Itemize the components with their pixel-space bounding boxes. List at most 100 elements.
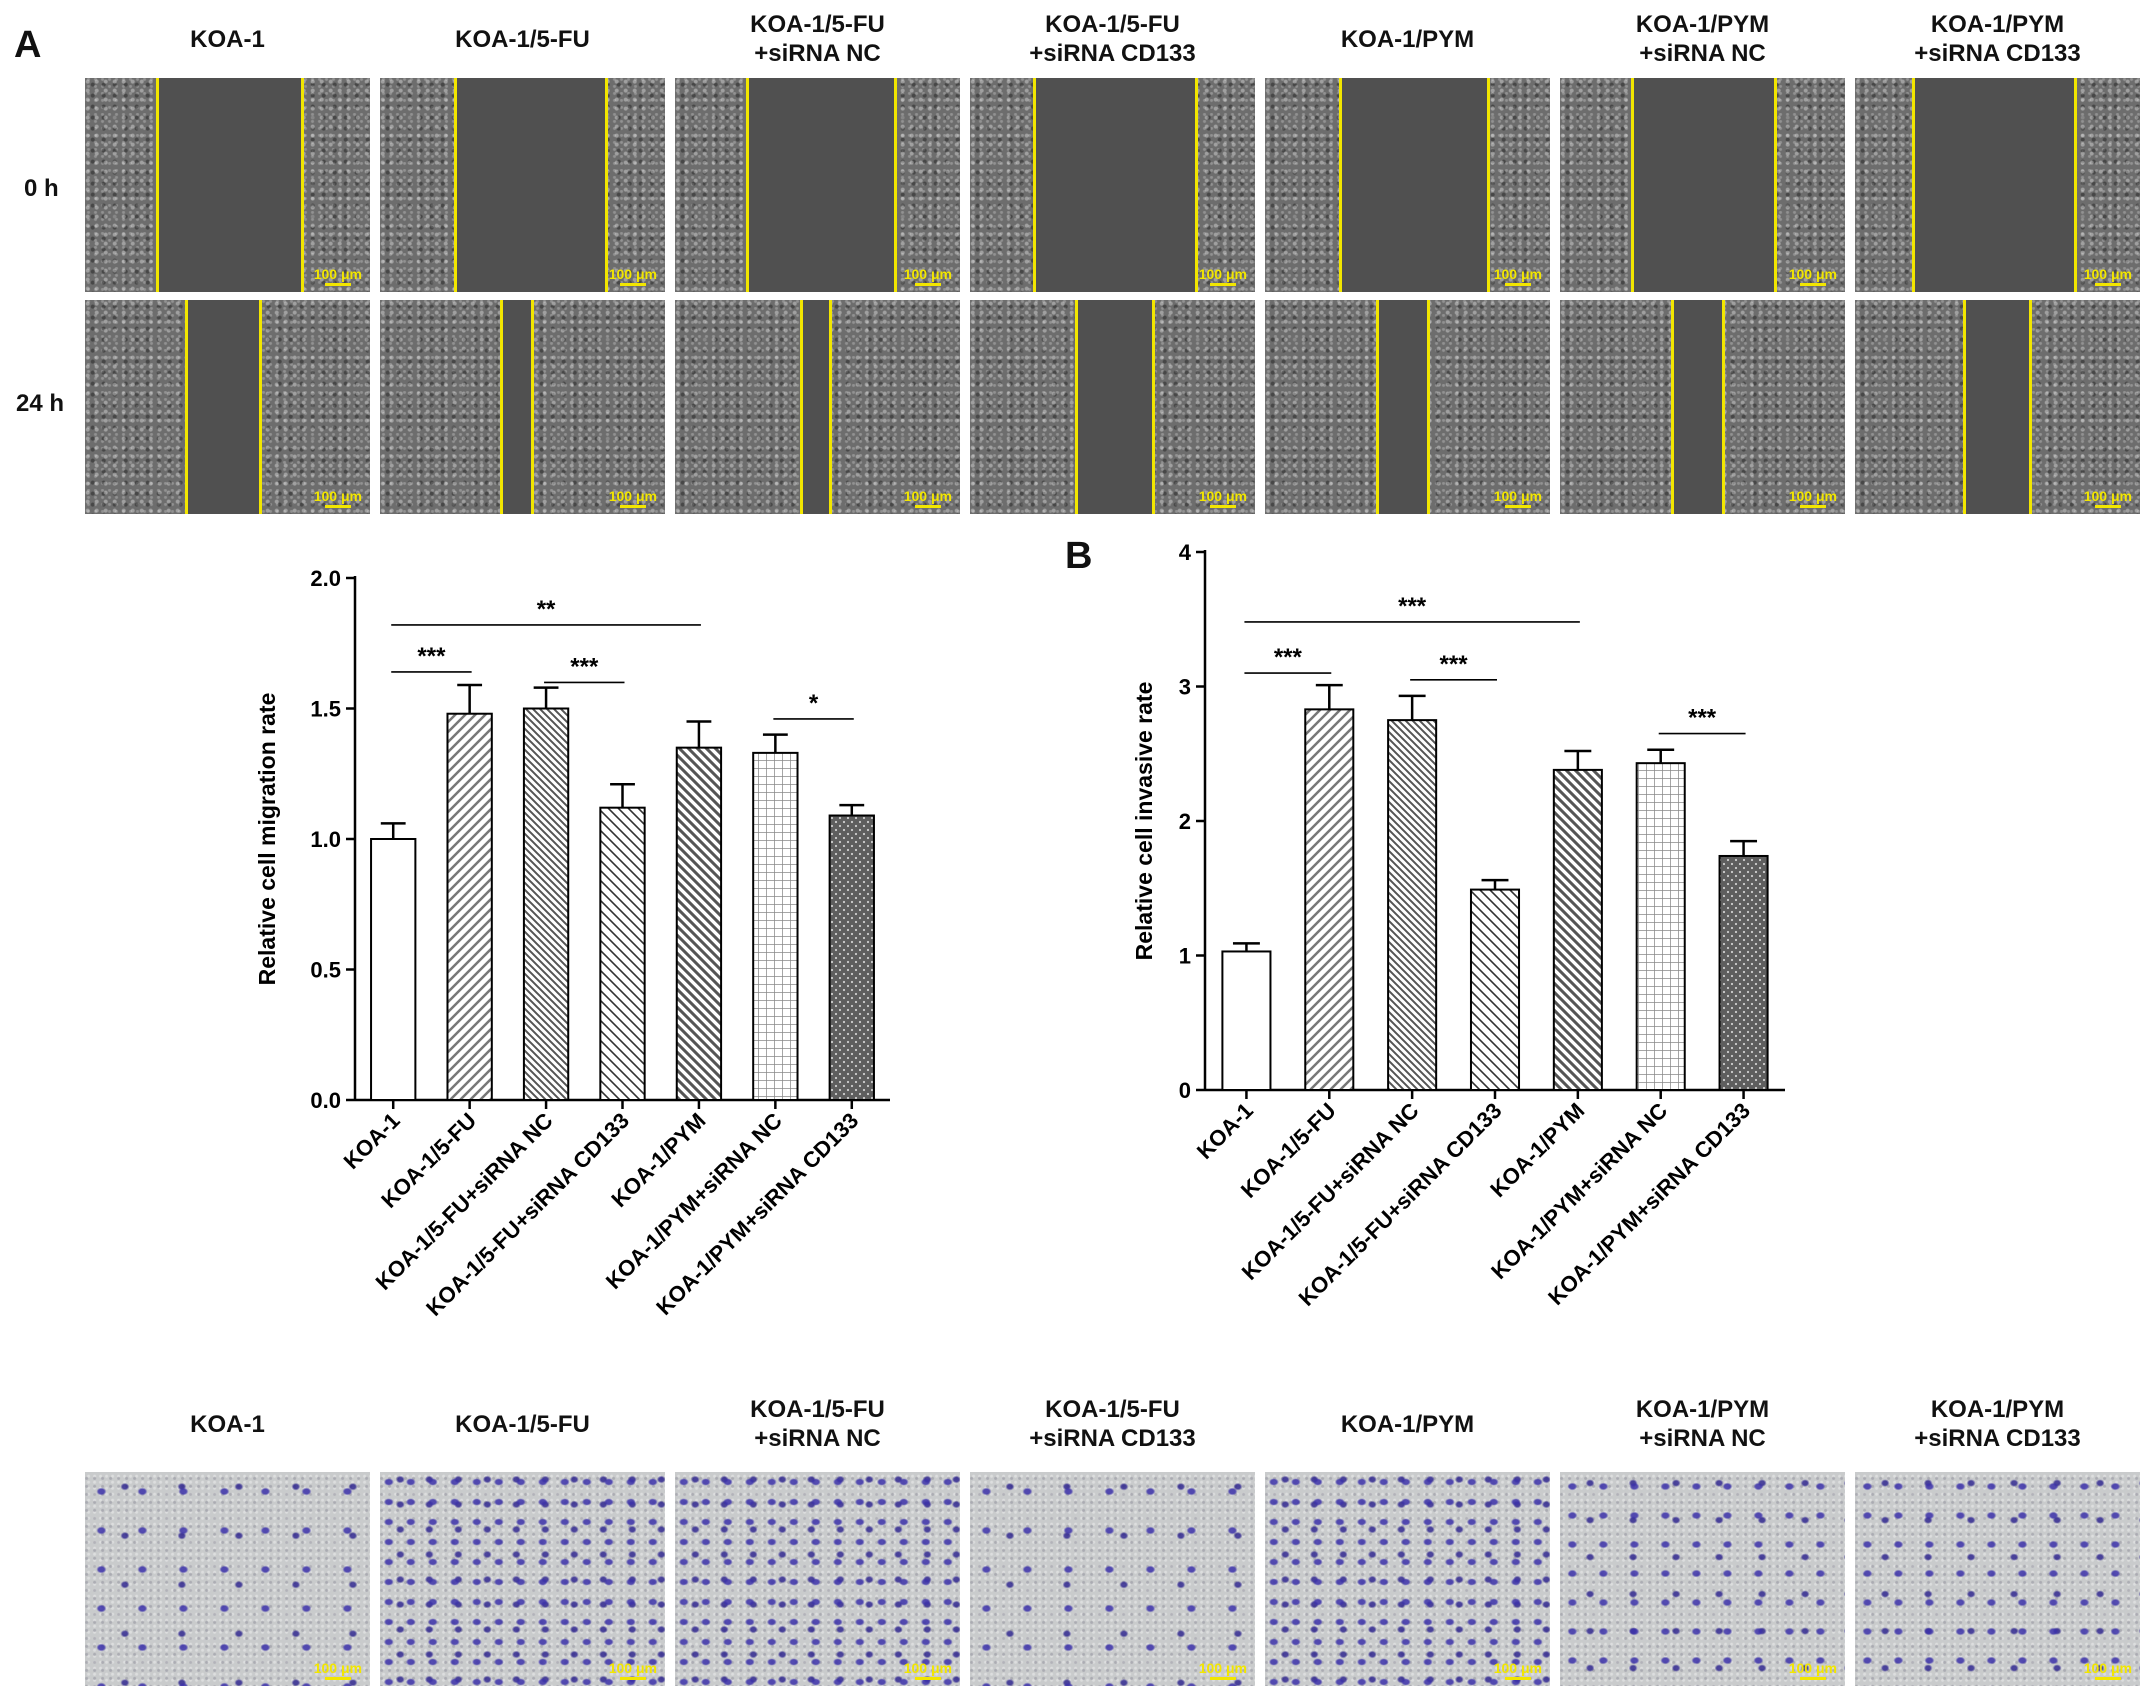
scratch-gap xyxy=(800,300,832,514)
scratch-gap xyxy=(1032,78,1198,292)
wound-image-0h-4: 100 μm xyxy=(1265,78,1550,292)
transwell-image-2: 100 μm xyxy=(675,1472,960,1686)
panel-b-letter: B xyxy=(1065,535,1093,577)
bar-1 xyxy=(1304,708,1355,1092)
scale-bar: 100 μm xyxy=(1494,1660,1542,1680)
significance-label-3: *** xyxy=(1688,705,1717,732)
bar-0 xyxy=(370,838,417,1101)
bar-4 xyxy=(1552,768,1603,1091)
y-tick-label: 2.0 xyxy=(310,566,341,591)
y-tick-label: 2 xyxy=(1179,809,1191,834)
row-label-24h: 24 h xyxy=(16,390,65,417)
scale-bar: 100 μm xyxy=(904,1660,952,1680)
scale-bar: 100 μm xyxy=(609,1660,657,1680)
scale-bar: 100 μm xyxy=(1789,1660,1837,1680)
bar-3 xyxy=(1469,888,1521,1091)
scratch-gap xyxy=(156,78,305,292)
y-tick-label: 0.0 xyxy=(310,1088,341,1113)
scratch-gap xyxy=(1912,78,2078,292)
wound-image-24h-3: 100 μm xyxy=(970,300,1255,514)
significance-label-2: *** xyxy=(570,653,599,680)
transwell-column-label-3: KOA-1/5-FU +siRNA CD133 xyxy=(1029,1396,1196,1452)
scale-bar: 100 μm xyxy=(1199,266,1247,286)
bar-1 xyxy=(446,712,493,1101)
significance-label-3: * xyxy=(809,690,819,717)
y-tick-label: 1 xyxy=(1179,944,1191,969)
scale-bar: 100 μm xyxy=(314,266,362,286)
scale-bar: 100 μm xyxy=(2084,1660,2132,1680)
panel-a-letter: A xyxy=(14,24,42,66)
bar-6 xyxy=(828,814,875,1101)
wound-image-0h-1: 100 μm xyxy=(380,78,665,292)
scratch-gap xyxy=(1376,300,1431,514)
scale-bar: 100 μm xyxy=(314,1660,362,1680)
scale-bar: 100 μm xyxy=(904,266,952,286)
y-tick-label: 0 xyxy=(1179,1078,1191,1103)
scale-bar: 100 μm xyxy=(314,488,362,508)
scratch-gap xyxy=(1075,300,1156,514)
y-axis-label: Relative cell invasive rate xyxy=(1131,682,1157,961)
bar-6 xyxy=(1718,854,1769,1091)
scratch-gap xyxy=(184,300,262,514)
wound-image-0h-0: 100 μm xyxy=(85,78,370,292)
scale-bar: 100 μm xyxy=(2084,266,2132,286)
significance-label-1: ** xyxy=(537,596,556,623)
wound-image-0h-3: 100 μm xyxy=(970,78,1255,292)
bar-5 xyxy=(752,751,799,1101)
scale-bar: 100 μm xyxy=(1789,488,1837,508)
scratch-gap xyxy=(1339,78,1491,292)
wound-column-label-5: KOA-1/PYM +siRNA NC xyxy=(1635,11,1770,67)
bar-2 xyxy=(1387,719,1438,1091)
transwell-column-label-1: KOA-1/5-FU xyxy=(455,1411,590,1438)
scale-bar: 100 μm xyxy=(609,488,657,508)
significance-label-0: *** xyxy=(417,643,446,670)
wound-image-24h-6: 100 μm xyxy=(1855,300,2140,514)
wound-column-label-4: KOA-1/PYM xyxy=(1340,26,1475,53)
significance-label-2: *** xyxy=(1440,651,1469,678)
row-label-0h: 0 h xyxy=(24,175,59,202)
bar-3 xyxy=(599,806,646,1101)
bar-2 xyxy=(522,707,570,1101)
scale-bar: 100 μm xyxy=(1199,1660,1247,1680)
scale-bar: 100 μm xyxy=(609,266,657,286)
wound-image-0h-6: 100 μm xyxy=(1855,78,2140,292)
wound-image-24h-0: 100 μm xyxy=(85,300,370,514)
bar-5 xyxy=(1635,762,1686,1091)
transwell-column-label-6: KOA-1/PYM +siRNA CD133 xyxy=(1914,1396,2081,1452)
transwell-image-0: 100 μm xyxy=(85,1472,370,1686)
wound-image-24h-5: 100 μm xyxy=(1560,300,1845,514)
y-tick-label: 1.0 xyxy=(310,827,341,852)
bar-0 xyxy=(1221,950,1272,1091)
y-tick-label: 3 xyxy=(1179,675,1191,700)
scratch-gap xyxy=(1963,300,2032,514)
wound-image-24h-1: 100 μm xyxy=(380,300,665,514)
wound-image-0h-5: 100 μm xyxy=(1560,78,1845,292)
wound-column-label-1: KOA-1/5-FU xyxy=(455,26,590,53)
significance-label-1: *** xyxy=(1398,593,1427,620)
scale-bar: 100 μm xyxy=(1494,266,1542,286)
wound-image-24h-4: 100 μm xyxy=(1265,300,1550,514)
y-axis-label: Relative cell migration rate xyxy=(254,693,280,986)
y-tick-label: 0.5 xyxy=(310,958,341,983)
transwell-image-5: 100 μm xyxy=(1560,1472,1845,1686)
wound-column-label-6: KOA-1/PYM +siRNA CD133 xyxy=(1914,11,2081,67)
scale-bar: 100 μm xyxy=(1199,488,1247,508)
scale-bar: 100 μm xyxy=(904,488,952,508)
scratch-gap xyxy=(499,300,534,514)
scratch-gap xyxy=(746,78,898,292)
transwell-column-label-0: KOA-1 xyxy=(190,1411,265,1438)
transwell-column-label-2: KOA-1/5-FU +siRNA NC xyxy=(750,1396,885,1452)
scale-bar: 100 μm xyxy=(2084,488,2132,508)
transwell-image-1: 100 μm xyxy=(380,1472,665,1686)
y-tick-label: 4 xyxy=(1179,540,1192,565)
wound-column-label-0: KOA-1 xyxy=(190,26,265,53)
scale-bar: 100 μm xyxy=(1789,266,1837,286)
transwell-column-label-5: KOA-1/PYM +siRNA NC xyxy=(1635,1396,1770,1452)
wound-image-0h-2: 100 μm xyxy=(675,78,960,292)
wound-column-label-3: KOA-1/5-FU +siRNA CD133 xyxy=(1029,11,1196,67)
transwell-image-6: 100 μm xyxy=(1855,1472,2140,1686)
scratch-gap xyxy=(1671,300,1726,514)
scratch-gap xyxy=(1631,78,1777,292)
transwell-column-label-4: KOA-1/PYM xyxy=(1340,1411,1475,1438)
